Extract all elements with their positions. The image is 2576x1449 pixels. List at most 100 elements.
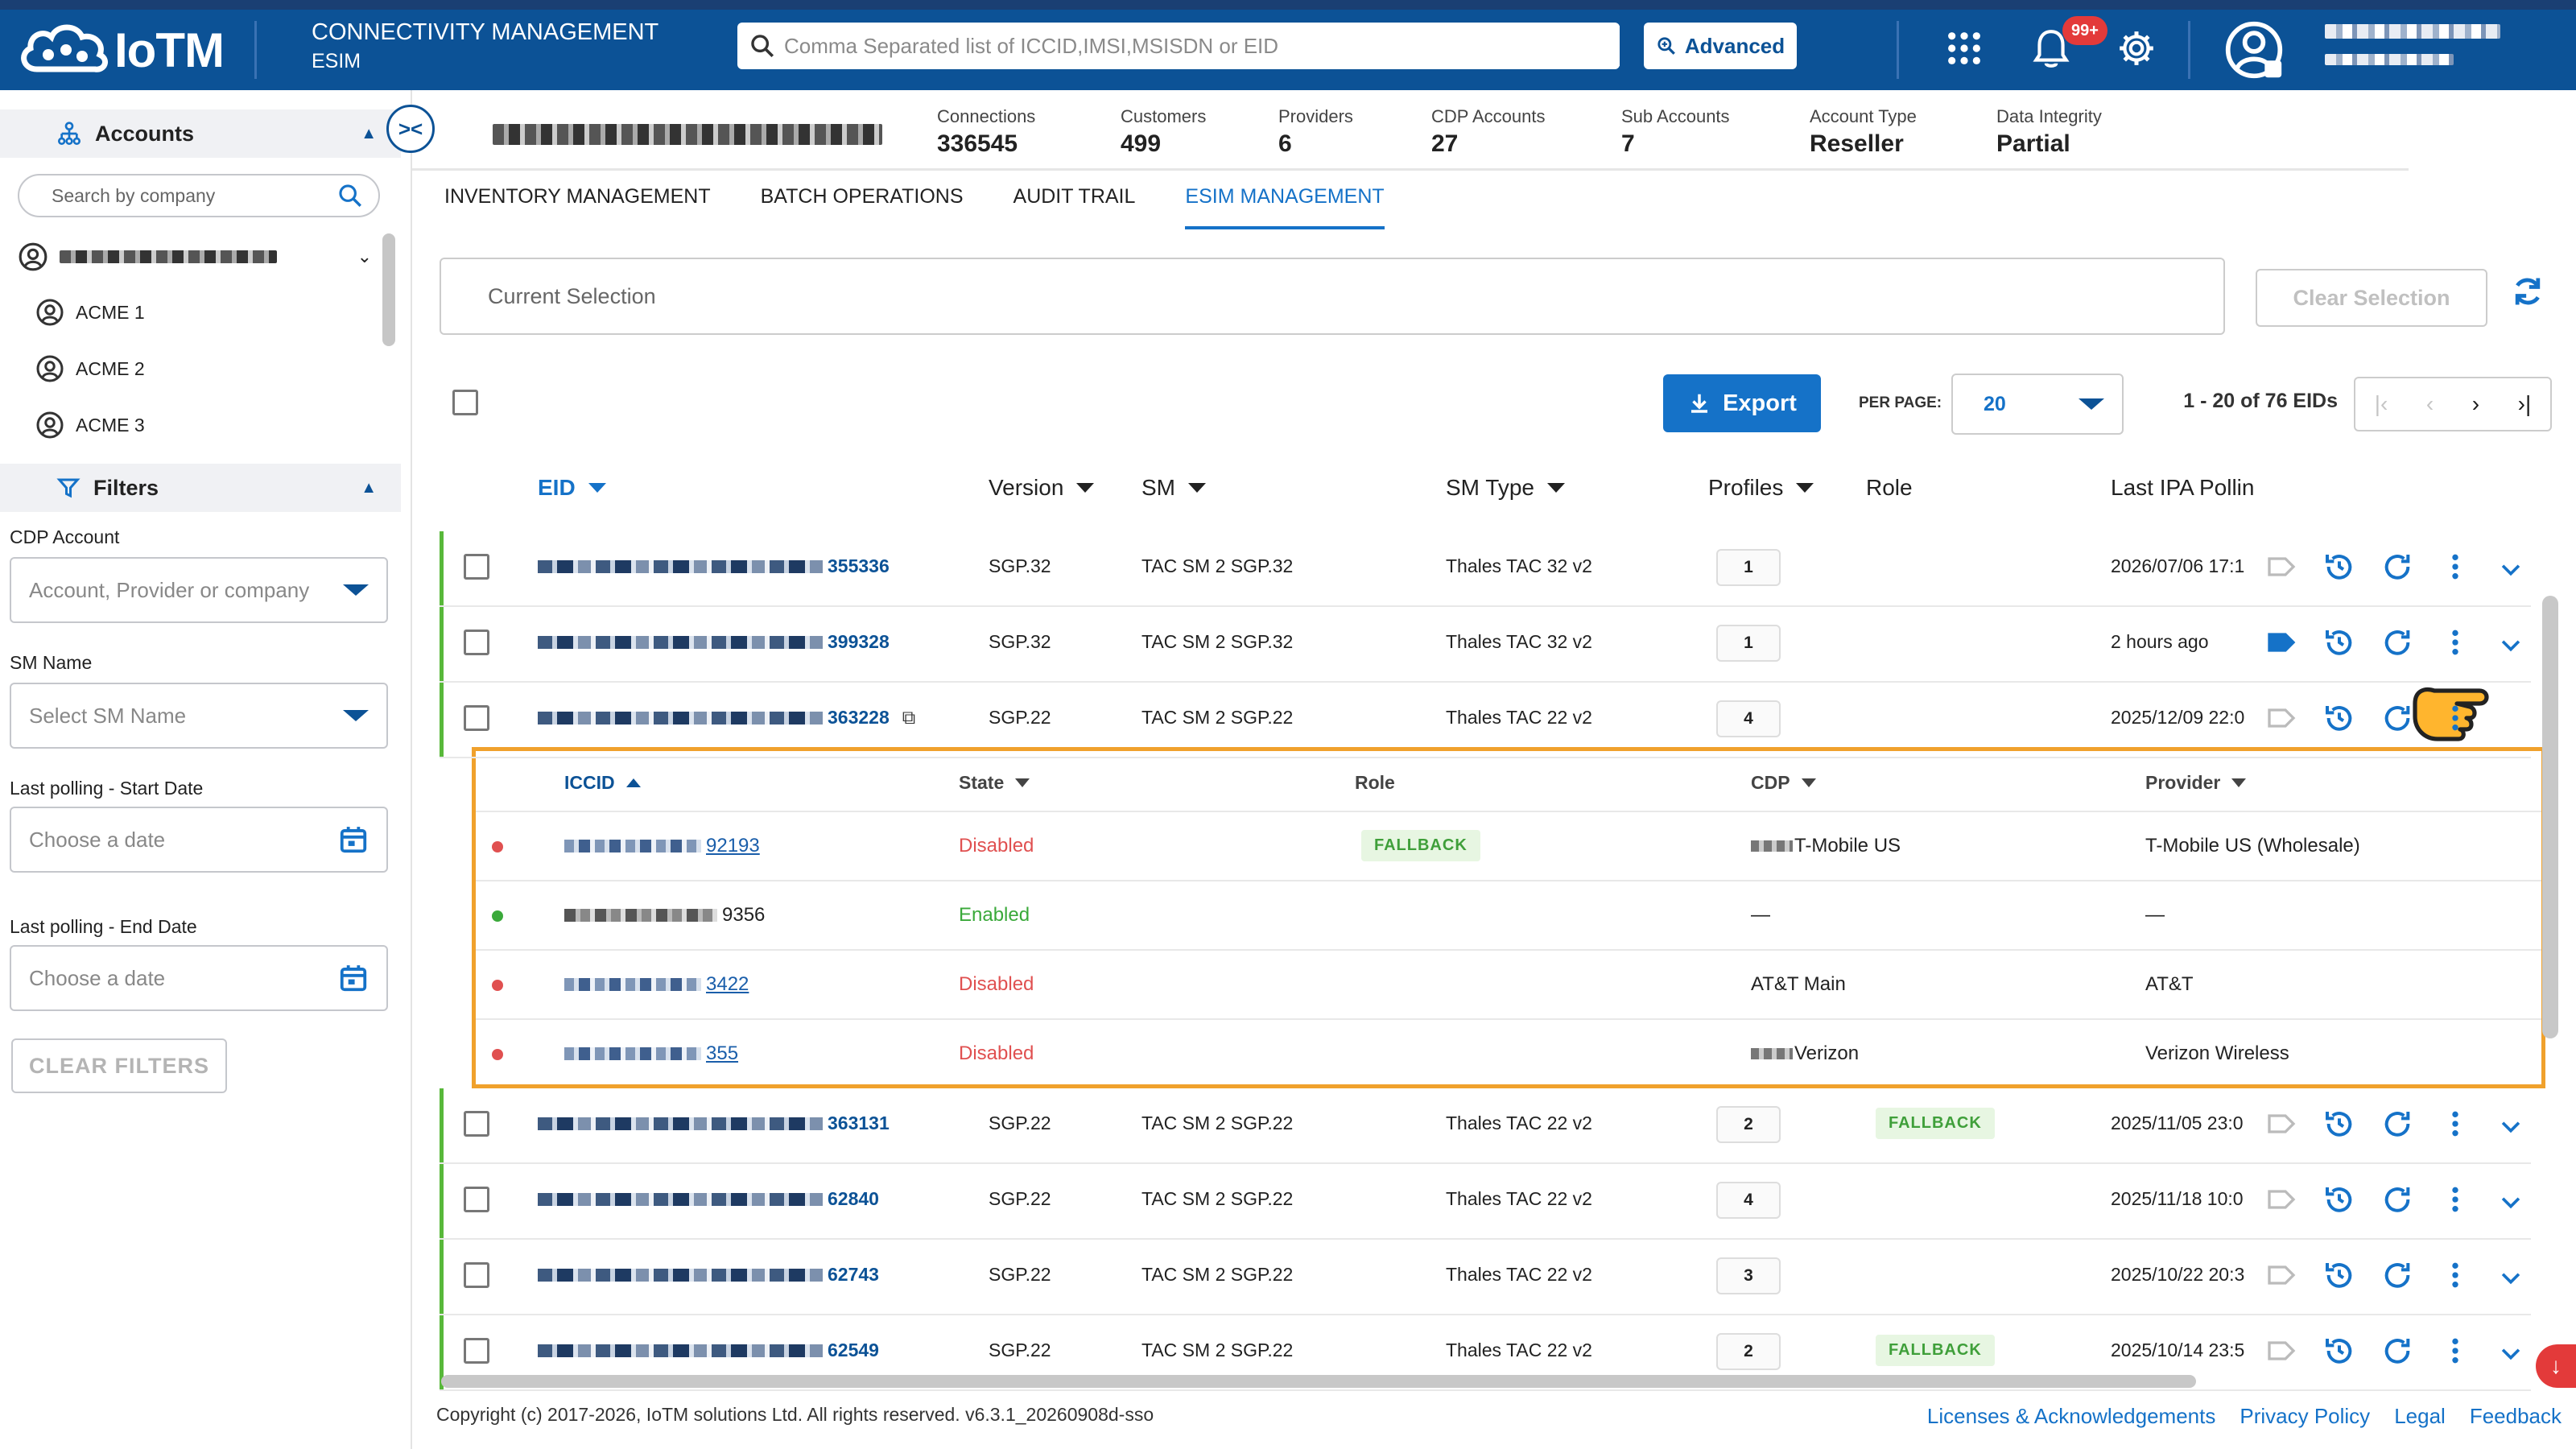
first-page-icon[interactable]: |‹ [2374, 391, 2388, 416]
expand-row-chevron-icon[interactable] [2497, 1188, 2524, 1220]
column-header-cdp[interactable]: CDP [1751, 772, 1816, 794]
eid-link[interactable]: 62743 [538, 1264, 879, 1286]
notifications-bell-icon[interactable] [2027, 24, 2075, 72]
global-search-input[interactable] [784, 26, 1620, 66]
iccid-link[interactable]: 3422 [564, 973, 749, 996]
column-header-profiles[interactable]: Profiles [1708, 475, 1814, 501]
eid-link[interactable]: 363228 ⧉ [538, 707, 915, 729]
refresh-icon[interactable] [2378, 1104, 2417, 1143]
more-options-icon[interactable] [2436, 699, 2475, 737]
history-icon[interactable] [2320, 1256, 2359, 1294]
scroll-down-button[interactable]: ↓ [2536, 1344, 2576, 1388]
history-icon[interactable] [2320, 699, 2359, 737]
history-icon[interactable] [2320, 1104, 2359, 1143]
profile-row[interactable]: 355 Disabled Verizon Verizon Wireless [476, 1020, 2541, 1089]
eid-link[interactable]: 355336 [538, 555, 890, 577]
tab-inventory-management[interactable]: INVENTORY MANAGEMENT [444, 185, 711, 208]
profiles-count-badge[interactable]: 1 [1716, 625, 1781, 662]
footer-link-privacy[interactable]: Privacy Policy [2240, 1404, 2371, 1428]
more-options-icon[interactable] [2436, 1180, 2475, 1219]
tag-icon[interactable] [2262, 1256, 2301, 1294]
account-item[interactable]: ACME 1 [35, 298, 145, 327]
account-item[interactable]: ACME 2 [35, 354, 145, 383]
iccid-link[interactable]: 92193 [564, 835, 760, 857]
profiles-count-badge[interactable]: 2 [1716, 1333, 1781, 1370]
apps-grid-icon[interactable] [1940, 24, 1988, 72]
tag-icon[interactable] [2262, 1180, 2301, 1219]
table-horizontal-scrollbar[interactable] [441, 1375, 2196, 1388]
refresh-icon[interactable] [2378, 699, 2417, 737]
end-date-input[interactable]: Choose a date [10, 945, 388, 1011]
sidebar-scrollbar[interactable] [382, 233, 395, 346]
settings-gear-icon[interactable] [2112, 24, 2161, 72]
table-row[interactable]: 363228 ⧉ SGP.22 TAC SM 2 SGP.22 Thales TA… [440, 683, 2531, 758]
footer-link-licenses[interactable]: Licenses & Acknowledgements [1926, 1404, 2216, 1428]
row-checkbox[interactable] [464, 1262, 489, 1293]
app-logo[interactable]: IoTM [16, 21, 225, 79]
per-page-select[interactable]: 20 [1951, 374, 2124, 435]
refresh-icon[interactable] [2378, 1331, 2417, 1370]
select-all-checkbox[interactable] [452, 390, 478, 419]
profiles-count-badge[interactable]: 4 [1716, 1182, 1781, 1219]
company-search-input[interactable]: Search by company [18, 174, 380, 217]
last-page-icon[interactable]: ›| [2517, 391, 2532, 416]
account-item[interactable]: ACME 3 [35, 411, 145, 440]
sync-refresh-icon[interactable] [2510, 274, 2545, 313]
column-header-sm[interactable]: SM [1141, 475, 1206, 501]
profile-row[interactable]: 92193 Disabled FALLBACK T-Mobile US T-Mo… [476, 812, 2541, 881]
eid-link[interactable]: 62549 [538, 1340, 879, 1361]
tab-batch-operations[interactable]: BATCH OPERATIONS [760, 185, 964, 208]
refresh-icon[interactable] [2378, 623, 2417, 662]
account-root[interactable]: ⌄ [18, 242, 372, 272]
table-row[interactable]: 363131 SGP.22 TAC SM 2 SGP.22 Thales TAC… [440, 1088, 2531, 1164]
row-checkbox[interactable] [464, 554, 489, 584]
history-icon[interactable] [2320, 1331, 2359, 1370]
more-options-icon[interactable] [2436, 547, 2475, 586]
expand-row-chevron-icon[interactable] [2497, 631, 2524, 663]
table-vertical-scrollbar[interactable] [2542, 596, 2558, 1038]
more-options-icon[interactable] [2436, 1104, 2475, 1143]
table-row[interactable]: 399328 SGP.32 TAC SM 2 SGP.32 Thales TAC… [440, 607, 2531, 683]
column-header-state[interactable]: State [959, 772, 1030, 794]
refresh-icon[interactable] [2378, 1256, 2417, 1294]
clear-selection-button[interactable]: Clear Selection [2256, 269, 2487, 327]
sidebar-collapse-button[interactable]: >< [386, 105, 435, 153]
footer-link-legal[interactable]: Legal [2394, 1404, 2446, 1428]
row-checkbox[interactable] [464, 1338, 489, 1368]
row-checkbox[interactable] [464, 1187, 489, 1217]
tab-audit-trail[interactable]: AUDIT TRAIL [1013, 185, 1136, 208]
start-date-input[interactable]: Choose a date [10, 807, 388, 873]
row-checkbox[interactable] [464, 1111, 489, 1141]
column-header-eid[interactable]: EID [538, 475, 606, 501]
expand-row-chevron-icon[interactable] [2497, 1113, 2524, 1145]
expand-row-chevron-icon[interactable] [2497, 1340, 2524, 1372]
profiles-count-badge[interactable]: 2 [1716, 1106, 1781, 1143]
next-page-icon[interactable]: › [2471, 391, 2480, 416]
tag-icon[interactable] [2262, 547, 2301, 586]
refresh-icon[interactable] [2378, 1180, 2417, 1219]
column-header-iccid[interactable]: ICCID [564, 772, 641, 794]
tag-icon[interactable] [2262, 699, 2301, 737]
tag-icon[interactable] [2262, 623, 2301, 662]
tag-icon[interactable] [2262, 1104, 2301, 1143]
table-row[interactable]: 62840 SGP.22 TAC SM 2 SGP.22 Thales TAC … [440, 1164, 2531, 1240]
eid-link[interactable]: 399328 [538, 631, 890, 653]
footer-link-feedback[interactable]: Feedback [2469, 1404, 2562, 1428]
profiles-count-badge[interactable]: 4 [1716, 700, 1781, 737]
expand-row-chevron-icon[interactable] [2497, 1264, 2524, 1296]
column-header-version[interactable]: Version [989, 475, 1095, 501]
table-row[interactable]: 62549 SGP.22 TAC SM 2 SGP.22 Thales TAC … [440, 1315, 2531, 1391]
calendar-icon[interactable] [338, 824, 369, 855]
accounts-section-header[interactable]: Accounts ▲ [0, 109, 401, 158]
more-options-icon[interactable] [2436, 1331, 2475, 1370]
cdp-account-select[interactable]: Account, Provider or company [10, 557, 388, 623]
eid-link[interactable]: 62840 [538, 1188, 879, 1210]
iccid-link[interactable]: 355 [564, 1042, 738, 1065]
advanced-search-button[interactable]: Advanced [1644, 23, 1797, 69]
history-icon[interactable] [2320, 547, 2359, 586]
tab-esim-management[interactable]: ESIM MANAGEMENT [1185, 185, 1385, 229]
column-header-sm-type[interactable]: SM Type [1446, 475, 1565, 501]
current-selection-box[interactable]: Current Selection [440, 258, 2225, 335]
clear-filters-button[interactable]: CLEAR FILTERS [11, 1038, 227, 1093]
export-button[interactable]: Export [1663, 374, 1821, 432]
